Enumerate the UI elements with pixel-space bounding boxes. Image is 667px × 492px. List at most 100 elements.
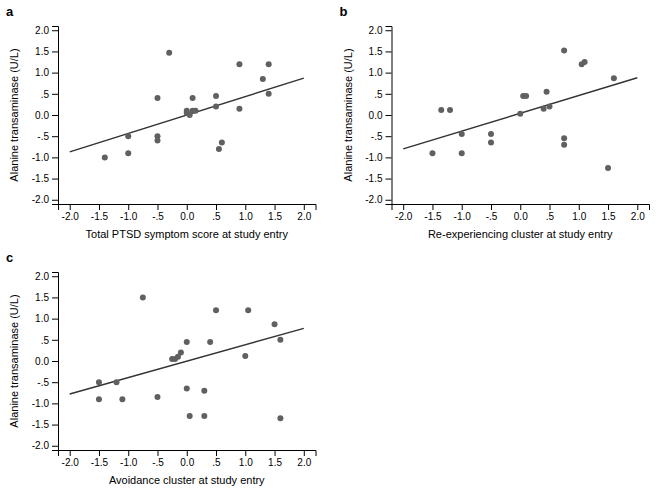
tick-mark — [608, 204, 609, 210]
tick-label: -1.5 — [91, 211, 109, 222]
tick-mark — [70, 450, 71, 456]
tick-mark — [52, 382, 58, 383]
tick-label: 2.0 — [369, 25, 383, 36]
point — [547, 104, 553, 110]
tick-label: 1.0 — [572, 211, 586, 222]
tick-mark — [52, 403, 58, 404]
point — [154, 95, 160, 101]
tick: -1.5 — [32, 419, 58, 430]
tick: 1.0 — [35, 313, 58, 324]
point — [216, 146, 222, 152]
tick-label: -2.0 — [62, 211, 80, 222]
panel: -2.0-1.5-1.0-.50.0.51.01.52.0-2.0-1.5-1.… — [340, 4, 650, 240]
point — [517, 111, 523, 117]
tick-label: 2.0 — [35, 25, 49, 36]
tick: -2.0 — [62, 204, 80, 222]
tick-mark — [52, 276, 58, 277]
tick-label: 1.0 — [35, 67, 49, 78]
point — [219, 140, 225, 146]
tick: -.5 — [37, 131, 58, 142]
tick: 2.0 — [35, 25, 58, 36]
tick-mark — [52, 200, 58, 201]
axis-line — [59, 451, 317, 457]
tick-mark — [304, 450, 305, 456]
tick-mark — [157, 204, 158, 210]
tick-mark — [386, 51, 392, 52]
tick-label: -1.0 — [120, 457, 138, 468]
tick-label: -1.0 — [454, 211, 472, 222]
tick-label: .5 — [212, 211, 221, 222]
point — [429, 150, 435, 156]
tick-mark — [52, 157, 58, 158]
point — [605, 165, 611, 171]
point — [154, 394, 160, 400]
x-axis: -2.0-1.5-1.0-.50.0.51.01.52.0 — [392, 204, 650, 222]
tick: -1.0 — [32, 152, 58, 163]
tick-mark — [52, 361, 58, 362]
tick-mark — [128, 204, 129, 210]
tick: 1.0 — [239, 450, 253, 468]
tick-label: -2.0 — [62, 457, 80, 468]
tick-label: 0.0 — [35, 356, 49, 367]
tick-mark — [52, 319, 58, 320]
tick-label: -1.5 — [424, 211, 442, 222]
point — [193, 108, 199, 114]
tick-mark — [216, 204, 217, 210]
point — [96, 379, 102, 385]
point — [266, 61, 272, 67]
tick: 1.5 — [268, 204, 282, 222]
axis-line — [59, 205, 317, 211]
tick-label: 2.0 — [631, 211, 645, 222]
tick: -2.0 — [32, 440, 58, 451]
tick: -.5 — [152, 204, 164, 222]
tick: -1.5 — [32, 173, 58, 184]
panel: -2.0-1.5-1.0-.50.0.51.01.52.0-2.0-1.5-1.… — [6, 250, 316, 486]
tick-label: -.5 — [152, 457, 164, 468]
tick: 0.0 — [514, 204, 528, 222]
axis-line — [52, 273, 59, 451]
tick: -1.0 — [120, 204, 138, 222]
point — [125, 150, 131, 156]
tick-label: 1.0 — [369, 67, 383, 78]
tick-label: .5 — [212, 457, 221, 468]
tick: -2.0 — [395, 204, 413, 222]
tick: 0.0 — [35, 356, 58, 367]
tick-label: -2.0 — [395, 211, 413, 222]
x-axis-title: Total PTSD symptom score at study entry — [86, 228, 289, 240]
tick-mark — [52, 340, 58, 341]
tick-mark — [52, 297, 58, 298]
tick-label: 0.0 — [369, 110, 383, 121]
tick: -1.5 — [365, 173, 391, 184]
tick-label: -1.0 — [365, 152, 383, 163]
tick-mark — [386, 115, 392, 116]
point — [184, 339, 190, 345]
tick-label: -1.0 — [32, 398, 50, 409]
tick: -1.0 — [365, 152, 391, 163]
tick-label: 1.5 — [268, 211, 282, 222]
tick-mark — [491, 204, 492, 210]
axis-line — [52, 27, 59, 205]
tick-mark — [52, 30, 58, 31]
point — [611, 75, 617, 81]
point — [459, 131, 465, 137]
tick-mark — [275, 450, 276, 456]
tick-mark — [187, 450, 188, 456]
point — [277, 415, 283, 421]
point — [277, 337, 283, 343]
tick: -1.5 — [424, 204, 442, 222]
point — [561, 48, 567, 54]
tick: .5 — [374, 89, 391, 100]
fit-line — [403, 78, 637, 149]
tick: 1.5 — [35, 46, 58, 57]
y-axis: -2.0-1.5-1.0-.50.0.51.01.52.0 — [365, 25, 392, 206]
point — [213, 93, 219, 99]
point — [438, 107, 444, 113]
tick-mark — [550, 204, 551, 210]
tick-mark — [304, 204, 305, 210]
tick-label: -.5 — [37, 131, 49, 142]
tick: 1.5 — [369, 46, 392, 57]
tick-label: .5 — [546, 211, 555, 222]
tick: .5 — [212, 204, 221, 222]
y-axis-title: Alanine transaminase (U/L) — [342, 48, 354, 181]
tick-mark — [386, 30, 392, 31]
